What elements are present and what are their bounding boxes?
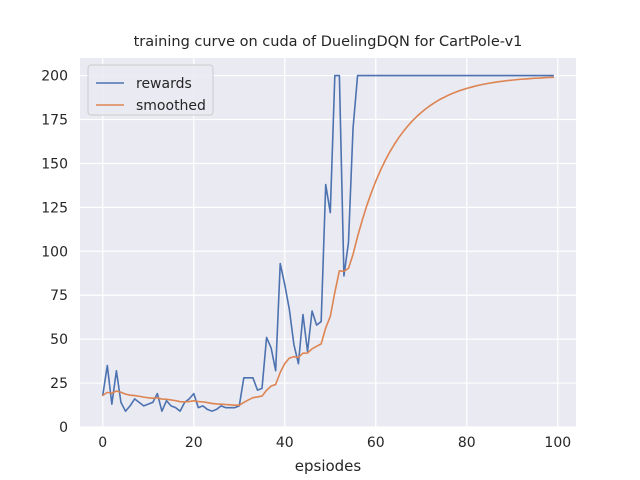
y-tick-label: 200 (41, 69, 68, 85)
x-tick-label: 60 (367, 435, 385, 451)
series-line-rewards (101, 74, 555, 412)
x-tick-label: 0 (98, 435, 107, 451)
y-tick-label: 100 (41, 244, 68, 260)
x-axis-label: epsiodes (295, 457, 362, 475)
tick-labels: 0 20 40 60 80 100 0 25 50 75 100 125 150 175 200 (41, 69, 571, 451)
chart-title: training curve on cuda of DuelingDQN for… (134, 34, 523, 50)
y-tick-label: 50 (50, 332, 68, 348)
y-tick-label: 150 (41, 156, 68, 172)
y-tick-label: 175 (41, 113, 68, 129)
legend-label-smoothed: smoothed (136, 98, 206, 114)
y-tick-label: 0 (59, 420, 68, 436)
legend-label-rewards: rewards (136, 76, 192, 92)
y-tick-label: 25 (50, 376, 68, 392)
legend: rewards smoothed (87, 64, 214, 116)
legend-box (87, 64, 214, 116)
y-tick-label: 75 (50, 288, 68, 304)
x-tick-label: 100 (544, 435, 571, 451)
series-layer (101, 74, 555, 412)
grid (80, 58, 576, 428)
x-tick-label: 80 (458, 435, 476, 451)
x-tick-label: 40 (276, 435, 294, 451)
x-tick-label: 20 (185, 435, 203, 451)
y-tick-label: 125 (41, 200, 68, 216)
series-line-smoothed (101, 76, 555, 407)
